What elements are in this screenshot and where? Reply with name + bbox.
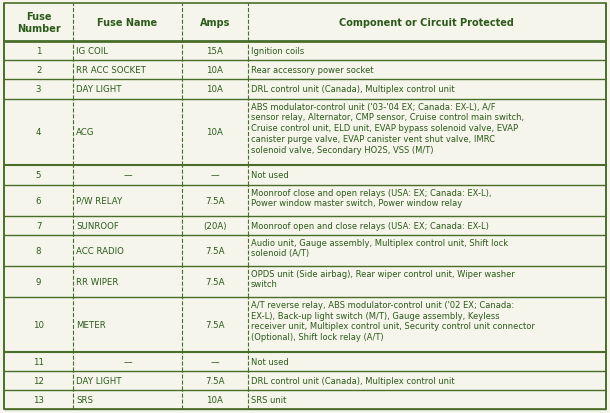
Text: 3: 3: [36, 85, 41, 94]
Text: RR WIPER: RR WIPER: [76, 277, 118, 286]
Text: —: —: [210, 357, 219, 366]
Text: 12: 12: [33, 376, 44, 385]
Text: 7.5A: 7.5A: [205, 196, 224, 205]
Text: DRL control unit (Canada), Multiplex control unit: DRL control unit (Canada), Multiplex con…: [251, 85, 454, 94]
Text: Component or Circuit Protected: Component or Circuit Protected: [340, 18, 514, 28]
Text: 10A: 10A: [206, 128, 223, 137]
Text: 13: 13: [33, 395, 44, 404]
Text: OPDS unit (Side airbag), Rear wiper control unit, Wiper washer
switch: OPDS unit (Side airbag), Rear wiper cont…: [251, 269, 515, 289]
Text: SRS: SRS: [76, 395, 93, 404]
Text: ABS modulator-control unit ('03-'04 EX; Canada: EX-L), A/F
sensor relay, Alterna: ABS modulator-control unit ('03-'04 EX; …: [251, 102, 524, 154]
Text: 10A: 10A: [206, 85, 223, 94]
Text: —: —: [210, 171, 219, 180]
Text: Amps: Amps: [199, 18, 230, 28]
Text: 10: 10: [33, 320, 44, 329]
Text: Rear accessory power socket: Rear accessory power socket: [251, 66, 373, 75]
Text: Not used: Not used: [251, 171, 289, 180]
Text: 7.5A: 7.5A: [205, 277, 224, 286]
Text: 9: 9: [36, 277, 41, 286]
Text: 6: 6: [36, 196, 41, 205]
Text: —: —: [123, 357, 132, 366]
Text: SRS unit: SRS unit: [251, 395, 286, 404]
Text: 4: 4: [36, 128, 41, 137]
Text: 1: 1: [36, 47, 41, 56]
Text: 7: 7: [36, 221, 41, 230]
Text: ACC RADIO: ACC RADIO: [76, 246, 124, 255]
Text: METER: METER: [76, 320, 106, 329]
Text: Moonroof close and open relays (USA: EX; Canada: EX-L),
Power window master swit: Moonroof close and open relays (USA: EX;…: [251, 188, 491, 208]
Text: DRL control unit (Canada), Multiplex control unit: DRL control unit (Canada), Multiplex con…: [251, 376, 454, 385]
Text: SUNROOF: SUNROOF: [76, 221, 119, 230]
Text: IG COIL: IG COIL: [76, 47, 108, 56]
Text: Fuse Name: Fuse Name: [98, 18, 157, 28]
Text: 15A: 15A: [206, 47, 223, 56]
Text: 7.5A: 7.5A: [205, 376, 224, 385]
Text: 7.5A: 7.5A: [205, 246, 224, 255]
Text: ACG: ACG: [76, 128, 95, 137]
Text: 8: 8: [36, 246, 41, 255]
Text: —: —: [123, 171, 132, 180]
Text: DAY LIGHT: DAY LIGHT: [76, 376, 122, 385]
Text: 11: 11: [33, 357, 44, 366]
Text: Not used: Not used: [251, 357, 289, 366]
Text: 2: 2: [36, 66, 41, 75]
Text: Fuse
Number: Fuse Number: [16, 12, 60, 34]
Text: A/T reverse relay, ABS modulator-control unit ('02 EX; Canada:
EX-L), Back-up li: A/T reverse relay, ABS modulator-control…: [251, 300, 535, 341]
Text: (20A): (20A): [203, 221, 226, 230]
Text: RR ACC SOCKET: RR ACC SOCKET: [76, 66, 146, 75]
Text: 7.5A: 7.5A: [205, 320, 224, 329]
Text: 5: 5: [36, 171, 41, 180]
Text: Audio unit, Gauge assembly, Multiplex control unit, Shift lock
solenoid (A/T): Audio unit, Gauge assembly, Multiplex co…: [251, 238, 508, 258]
Text: 10A: 10A: [206, 66, 223, 75]
Text: Ignition coils: Ignition coils: [251, 47, 304, 56]
Text: 10A: 10A: [206, 395, 223, 404]
Text: Moonroof open and close relays (USA: EX; Canada: EX-L): Moonroof open and close relays (USA: EX;…: [251, 221, 489, 230]
Text: P/W RELAY: P/W RELAY: [76, 196, 123, 205]
Text: DAY LIGHT: DAY LIGHT: [76, 85, 122, 94]
